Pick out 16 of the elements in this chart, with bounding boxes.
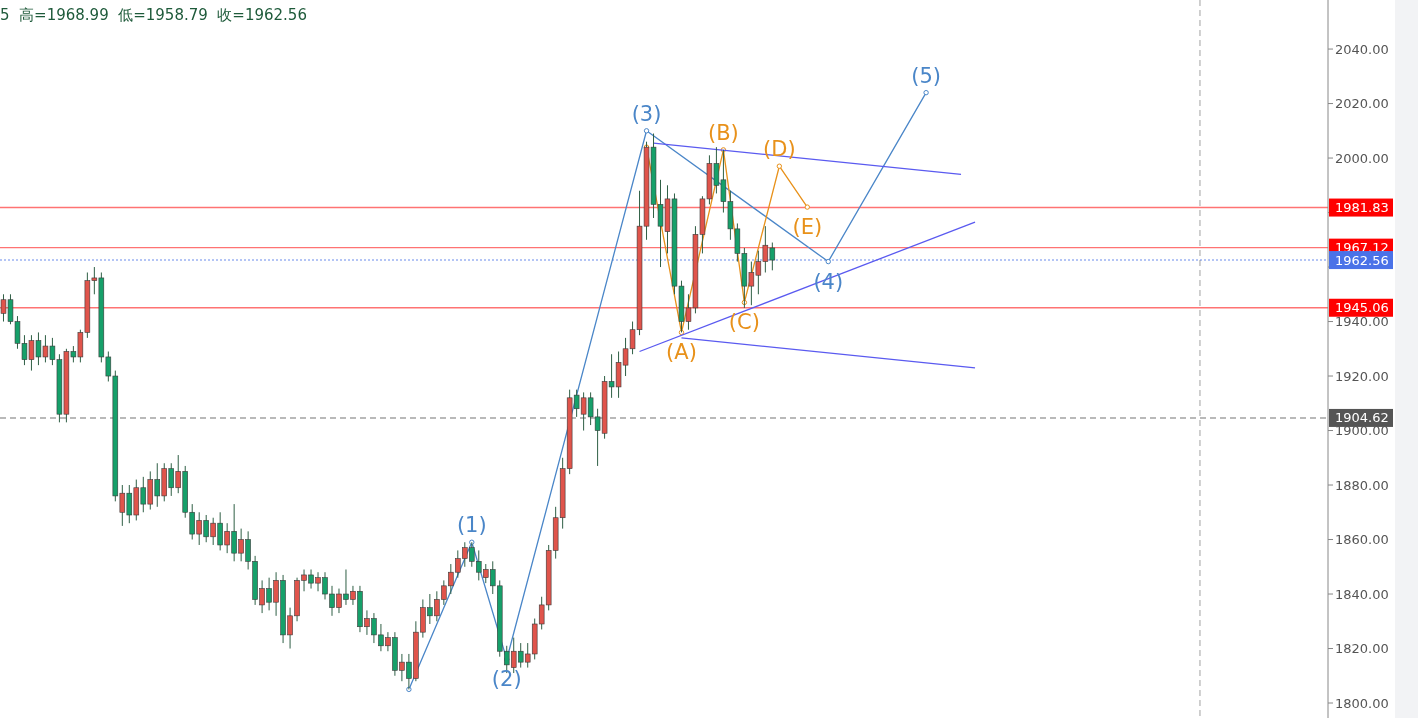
ref-line-label: 1962.56 <box>1335 252 1389 268</box>
ref-line-label: 1904.62 <box>1335 410 1389 426</box>
y-tick-label: 2040.00 <box>1335 41 1389 57</box>
y-tick-label: 1940.00 <box>1335 314 1389 330</box>
ref-line-label: 1945.06 <box>1335 300 1389 316</box>
y-tick-label: 1860.00 <box>1335 532 1389 548</box>
y-tick-label: 1900.00 <box>1335 423 1389 439</box>
ref-line-label: 1981.83 <box>1335 200 1389 216</box>
y-tick-label: 2000.00 <box>1335 150 1389 166</box>
y-tick-label: 2020.00 <box>1335 96 1389 112</box>
y-tick-label: 1840.00 <box>1335 586 1389 602</box>
y-tick-label: 1820.00 <box>1335 641 1389 657</box>
y-tick-label: 1920.00 <box>1335 368 1389 384</box>
title: 5 高=1968.99 低=1958.79 收=1962.56 <box>0 6 307 24</box>
y-tick-label: 1800.00 <box>1335 695 1389 711</box>
y-tick-label: 1880.00 <box>1335 477 1389 493</box>
